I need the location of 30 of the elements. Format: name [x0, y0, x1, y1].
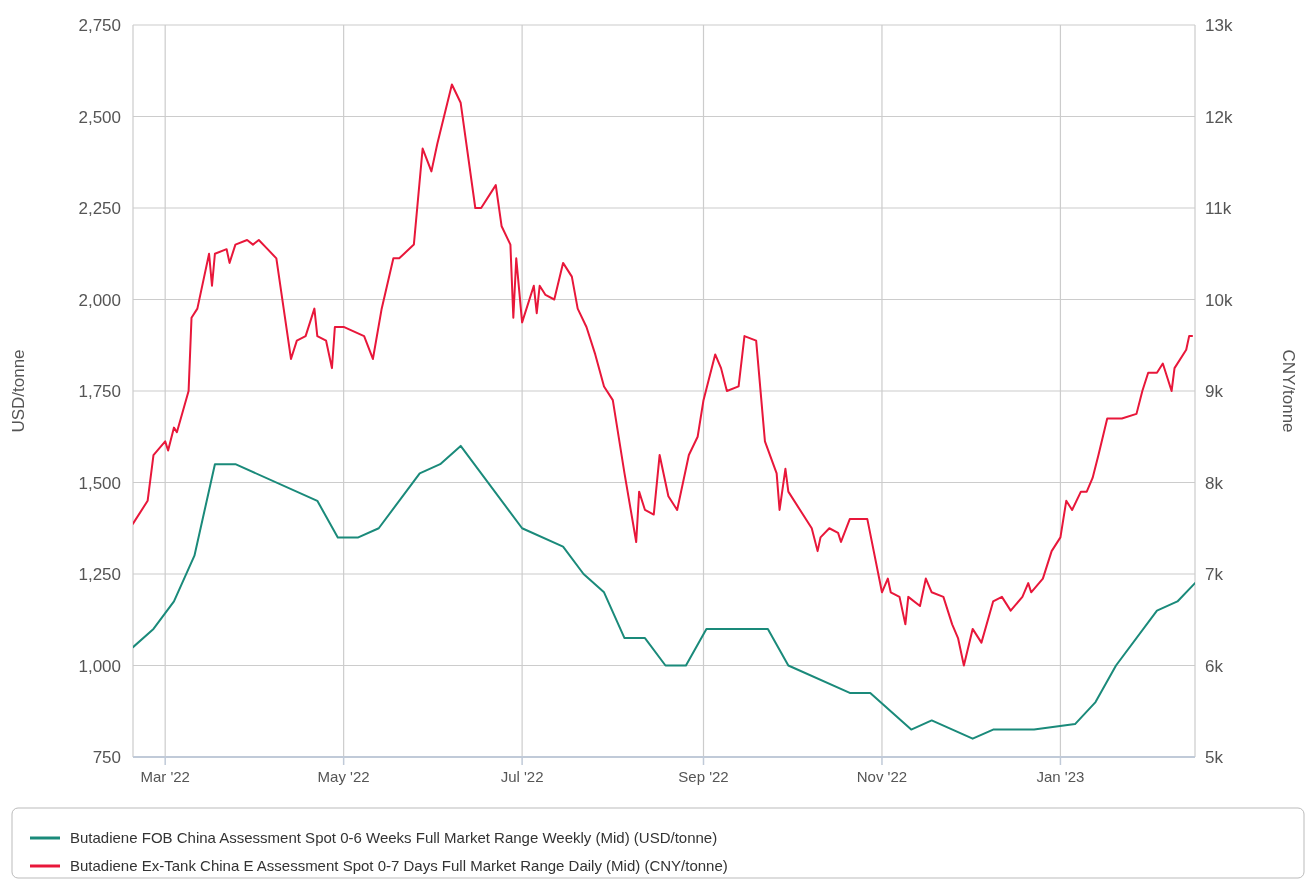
y-tick-label: 750 — [92, 748, 121, 767]
x-tick-label: Jul '22 — [500, 768, 544, 785]
y-tick-label: 2,750 — [78, 16, 121, 35]
legend-label: Butadiene Ex-Tank China E Assessment Spot 0-7 Days Full Market Range Daily (Mid) (CNY/tonne) — [70, 857, 728, 874]
y-tick-label: 2,000 — [78, 290, 121, 310]
y2-tick-label: 10k — [1205, 290, 1233, 310]
y2-tick-label: 5k — [1205, 748, 1224, 767]
x-tick-label: Nov '22 — [856, 768, 908, 785]
legend-label: Butadiene FOB China Assessment Spot 0-6 Weeks Full Market Range Weekly (Mid) (USD/tonne) — [70, 829, 718, 846]
x-tick-label: Jan '23 — [1036, 768, 1085, 785]
y-tick-label: 1,000 — [78, 656, 121, 676]
y2-tick-label: 6k — [1205, 656, 1224, 676]
y2-tick-label: 9k — [1205, 382, 1224, 401]
x-tick-label: May '22 — [317, 768, 370, 785]
y-tick-label: 1,250 — [78, 565, 121, 584]
y-tick-label: 2,500 — [78, 107, 121, 127]
x-tick-label: Sep '22 — [678, 768, 729, 785]
y-axis-title: USD/tonne — [9, 349, 28, 433]
y2-tick-label: 12k — [1205, 107, 1233, 127]
x-tick-label: Mar '22 — [140, 768, 190, 785]
line-series — [133, 83, 1194, 667]
line-series — [133, 444, 1195, 740]
y-tick-label: 1,500 — [78, 473, 121, 493]
y2-axis-title: CNY/tonne — [1279, 349, 1298, 433]
y2-tick-label: 13k — [1205, 16, 1233, 35]
y-tick-label: 1,750 — [78, 382, 121, 401]
y2-tick-label: 7k — [1205, 565, 1224, 584]
y-tick-label: 2,250 — [78, 199, 121, 218]
y2-tick-label: 11k — [1205, 199, 1232, 218]
y2-tick-label: 8k — [1205, 473, 1224, 493]
